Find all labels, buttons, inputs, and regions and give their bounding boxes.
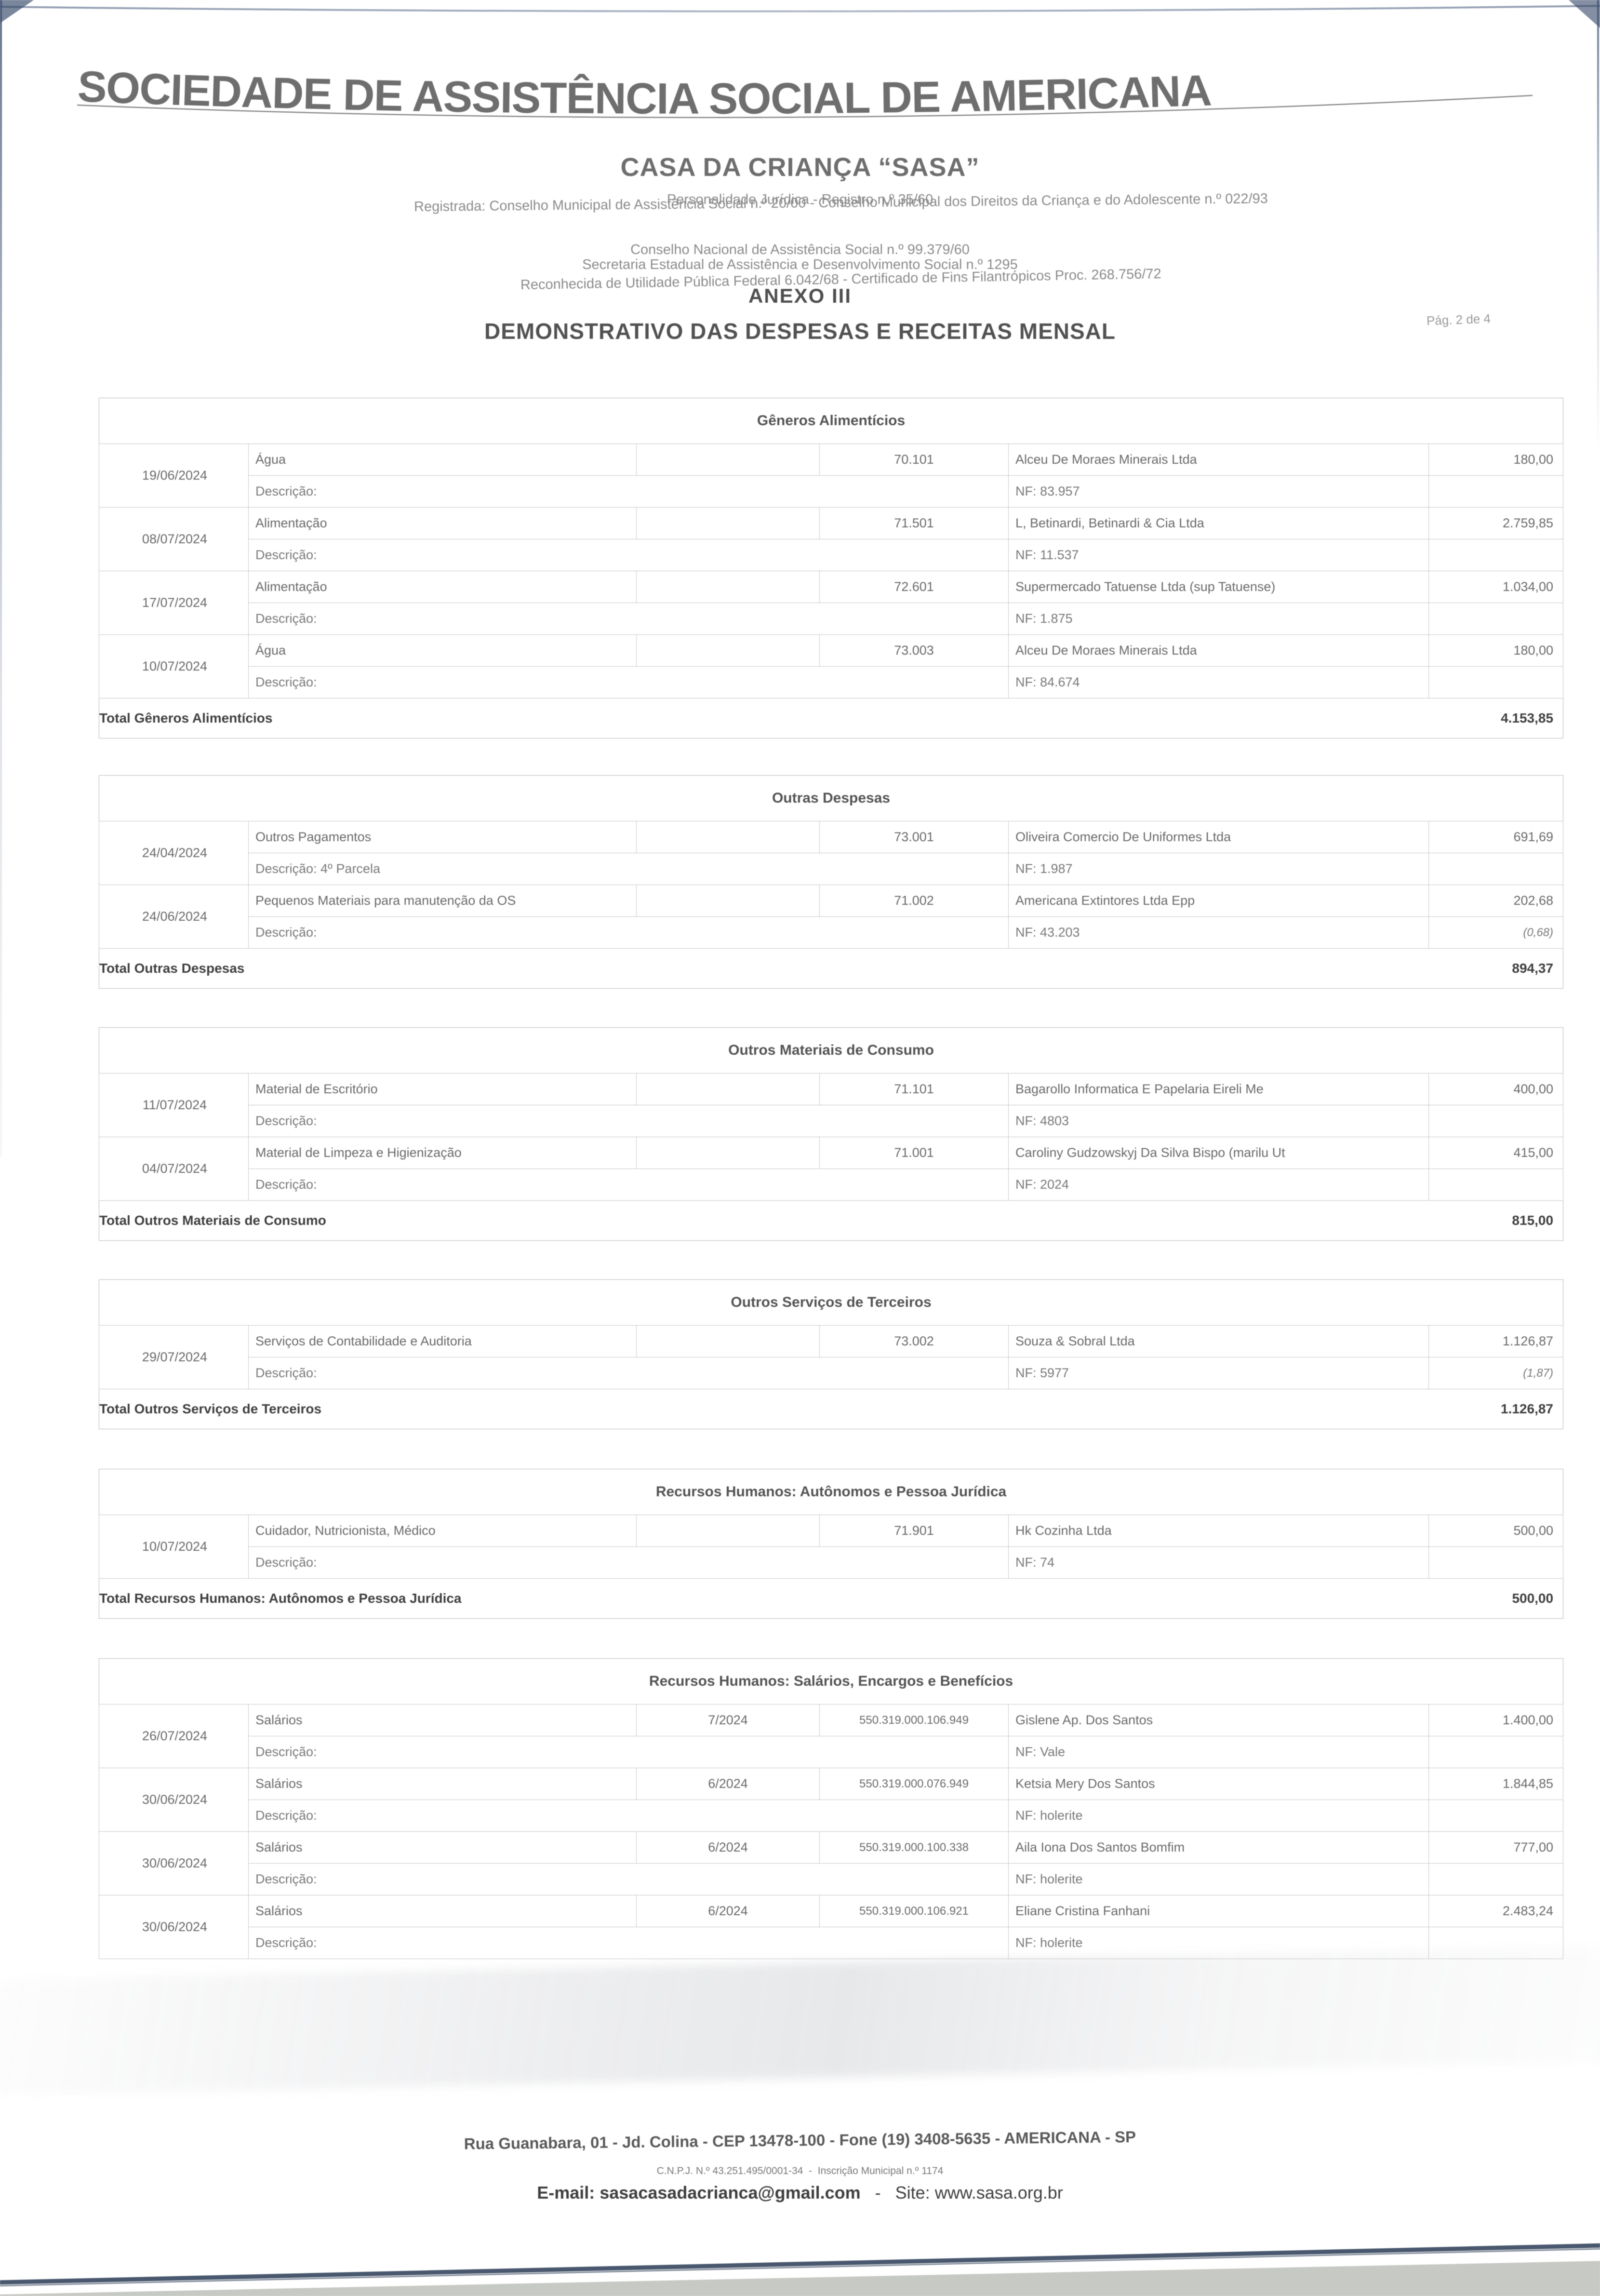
svg-text:SOCIEDADE DE ASSISTÊNCIA SOCIA: SOCIEDADE DE ASSISTÊNCIA SOCIAL DE AMERI… <box>77 62 1212 123</box>
